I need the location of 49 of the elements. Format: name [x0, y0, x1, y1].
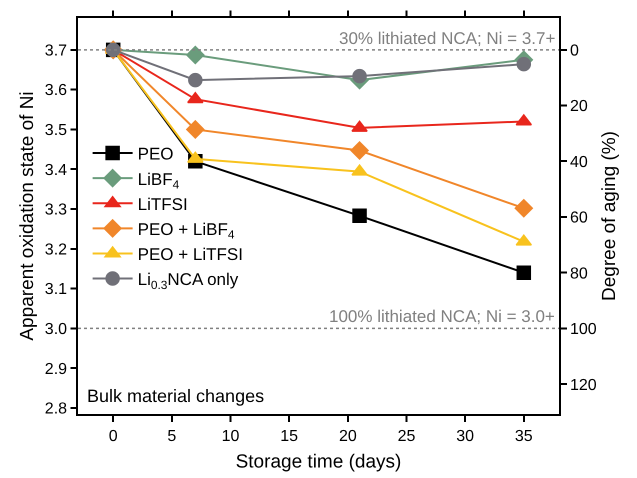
y2-tick-label: 60 [570, 210, 588, 227]
y-tick-label: 3.5 [44, 122, 68, 140]
y2-tick-label: 40 [570, 154, 588, 171]
y-tick-label: 3.0 [44, 321, 68, 338]
point [352, 68, 367, 84]
legend-label: LiBF$_{4}$ [138, 170, 180, 192]
ref-line-label: 100% lithiated NCA; Ni = 3.0+ [329, 307, 555, 326]
legend-label: PEO + LiTFSI [138, 245, 243, 264]
y-tick-label: 3.7 [44, 42, 68, 60]
point [516, 234, 532, 246]
point [188, 72, 203, 88]
point [351, 164, 368, 176]
x-tick-label: 35 [514, 428, 533, 445]
point [516, 56, 532, 72]
x-tick-label: 25 [398, 428, 416, 445]
point [187, 92, 204, 104]
y-tick-label: 3.1 [44, 281, 68, 298]
y2-tick-label: 0 [570, 42, 579, 60]
y-tick-label: 3.6 [44, 82, 68, 100]
y-tick-label: 3.2 [44, 241, 68, 258]
x-tick-label: 5 [167, 428, 176, 445]
y2-tick-label: 20 [570, 98, 588, 116]
legend-label: PEO + LiBF$_{4}$ [138, 220, 235, 242]
point [186, 46, 205, 64]
x-tick-label: 0 [108, 428, 118, 445]
x-axis-title: Storage time (days) [236, 451, 402, 472]
y-tick-label: 2.9 [44, 360, 68, 378]
legend-label: PEO [138, 144, 174, 164]
annotation: Bulk material changes [87, 386, 264, 406]
y2-tick-label: 120 [570, 376, 597, 394]
point [186, 120, 205, 139]
ref-line-label: 30% lithiated NCA; Ni = 3.7+ [339, 29, 556, 48]
point [514, 199, 533, 218]
legend-label: Li$_{0.3}$NCA only [138, 270, 239, 292]
x-tick-label: 15 [280, 428, 298, 445]
point [352, 208, 367, 224]
x-tick-label: 20 [338, 428, 357, 445]
y2-axis-title: Degree of aging (%) [599, 130, 620, 302]
y-tick-label: 2.8 [44, 400, 68, 418]
legend-label: LiTFSI [138, 194, 188, 214]
point [350, 141, 369, 160]
x-tick-label: 30 [456, 428, 474, 445]
y-axis-title: Apparent oxidation state of Ni [17, 91, 38, 341]
y2-tick-label: 100 [570, 321, 597, 338]
x-tick-label: 10 [222, 428, 240, 445]
point [516, 265, 532, 280]
y2-tick-label: 80 [570, 265, 588, 282]
y-tick-label: 3.3 [44, 202, 68, 219]
y-tick-label: 3.4 [44, 162, 68, 179]
